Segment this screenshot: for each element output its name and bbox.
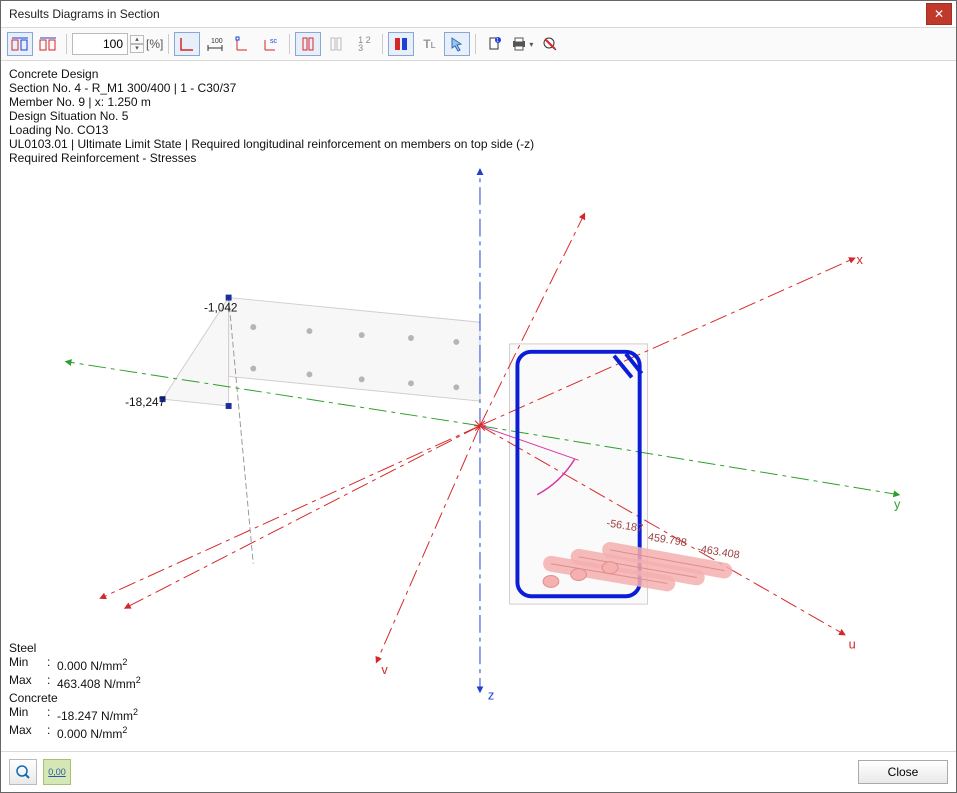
title-bar: Results Diagrams in Section ✕ xyxy=(1,1,956,28)
svg-text:y: y xyxy=(894,497,901,512)
zoom-down-button[interactable]: ▾ xyxy=(130,44,144,53)
steel-min-row: Min: 0.000 N/mm2 xyxy=(9,655,167,673)
cancel-icon xyxy=(542,36,558,52)
pointer-icon xyxy=(449,36,465,52)
print-icon xyxy=(511,36,529,52)
toolbar-separator xyxy=(66,34,67,54)
split-icon: sc xyxy=(263,36,279,52)
svg-text:-18,247: -18,247 xyxy=(125,395,165,409)
cancel-button[interactable] xyxy=(537,32,563,56)
text-overlay-button[interactable]: TL xyxy=(416,32,442,56)
solid-section-button[interactable] xyxy=(295,32,321,56)
svg-text:-1,042: -1,042 xyxy=(204,300,237,314)
results-block: Steel Min: 0.000 N/mm2 Max: 463.408 N/mm… xyxy=(9,641,167,741)
close-button[interactable]: Close xyxy=(858,760,948,784)
svg-text:100: 100 xyxy=(211,38,223,45)
axes-icon xyxy=(179,36,195,52)
section-stress-icon xyxy=(11,36,29,52)
footer: 0,00 Close xyxy=(1,751,956,792)
units-button[interactable]: 0,00 xyxy=(43,759,71,785)
view-mode-2-button[interactable] xyxy=(35,32,61,56)
shading-button[interactable] xyxy=(388,32,414,56)
units-icon: 0,00 xyxy=(48,767,66,777)
dimension-icon: 100 xyxy=(206,36,224,52)
dropdown-caret-icon: ▾ xyxy=(529,40,533,49)
single-page-button[interactable]: 1 xyxy=(481,32,507,56)
print-button[interactable]: ▾ xyxy=(509,32,535,56)
concrete-max-row: Max: 0.000 N/mm2 xyxy=(9,723,167,741)
axes-button[interactable] xyxy=(174,32,200,56)
toolbar-separator xyxy=(475,34,476,54)
zoom-unit-label: [%] xyxy=(146,37,163,51)
svg-text:u: u xyxy=(849,636,856,651)
text-icon: TL xyxy=(423,37,435,51)
shading-icon xyxy=(393,36,409,52)
zoom-control: ▴ ▾ [%] xyxy=(72,33,163,55)
view-mode-1-button[interactable] xyxy=(7,32,33,56)
window-title: Results Diagrams in Section xyxy=(5,7,926,21)
help-icon xyxy=(15,764,31,780)
zoom-spinner: ▴ ▾ xyxy=(130,35,144,53)
svg-text:v: v xyxy=(381,662,388,677)
numbers-icon: 1 23 xyxy=(358,36,371,52)
dimension-button[interactable]: 100 xyxy=(202,32,228,56)
wire-section-button[interactable] xyxy=(323,32,349,56)
toolbar-separator xyxy=(289,34,290,54)
solid-section-icon xyxy=(300,36,316,52)
concrete-heading: Concrete xyxy=(9,691,167,705)
page-icon: 1 xyxy=(486,36,502,52)
toolbar: ▴ ▾ [%] 100 sc xyxy=(1,28,956,61)
dialog-window: Results Diagrams in Section ✕ ▴ ▾ xyxy=(0,0,957,793)
help-button[interactable] xyxy=(9,759,37,785)
svg-text:1: 1 xyxy=(497,38,500,44)
toolbar-separator xyxy=(382,34,383,54)
toolbar-separator xyxy=(168,34,169,54)
steel-heading: Steel xyxy=(9,641,167,655)
split-button[interactable]: sc xyxy=(258,32,284,56)
section-stress-alt-icon xyxy=(39,36,57,52)
svg-text:x: x xyxy=(857,252,864,267)
svg-text:459.798: 459.798 xyxy=(647,531,688,549)
svg-text:sc: sc xyxy=(270,38,278,45)
zoom-input[interactable] xyxy=(72,33,128,55)
zoom-up-button[interactable]: ▴ xyxy=(130,35,144,44)
svg-text:z: z xyxy=(488,688,494,703)
window-close-button[interactable]: ✕ xyxy=(926,3,952,25)
pointer-button[interactable] xyxy=(444,32,470,56)
numbers-button[interactable]: 1 23 xyxy=(351,32,377,56)
diagram-canvas[interactable]: Concrete Design Section No. 4 - R_M1 300… xyxy=(1,61,956,751)
concrete-min-row: Min: -18.247 N/mm2 xyxy=(9,705,167,723)
wire-section-icon xyxy=(328,36,344,52)
origin-icon xyxy=(235,36,251,52)
steel-max-row: Max: 463.408 N/mm2 xyxy=(9,673,167,691)
origin-button[interactable] xyxy=(230,32,256,56)
